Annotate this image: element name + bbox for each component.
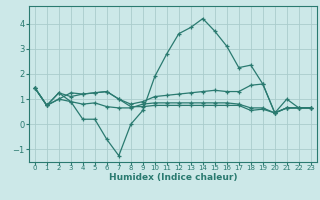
X-axis label: Humidex (Indice chaleur): Humidex (Indice chaleur): [108, 173, 237, 182]
